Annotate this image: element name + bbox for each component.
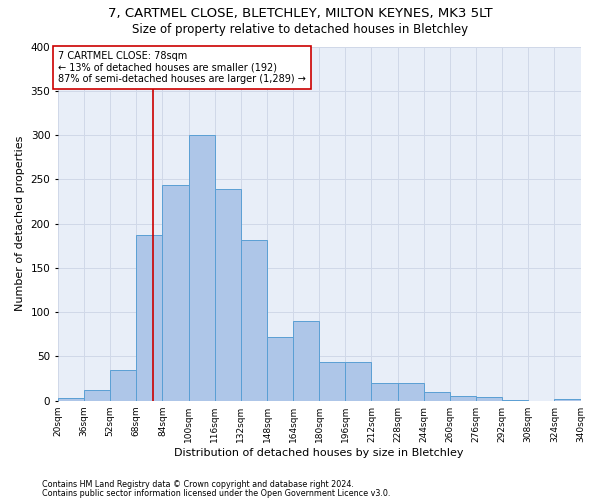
Bar [293, 321, 319, 400]
X-axis label: Distribution of detached houses by size in Bletchley: Distribution of detached houses by size … [175, 448, 464, 458]
Bar [319, 362, 346, 401]
Bar [188, 135, 215, 400]
Text: 7 CARTMEL CLOSE: 78sqm
← 13% of detached houses are smaller (192)
87% of semi-de: 7 CARTMEL CLOSE: 78sqm ← 13% of detached… [58, 51, 306, 84]
Bar [450, 396, 476, 400]
Bar [476, 397, 502, 400]
Y-axis label: Number of detached properties: Number of detached properties [15, 136, 25, 312]
Bar [136, 235, 163, 400]
Text: Contains public sector information licensed under the Open Government Licence v3: Contains public sector information licen… [42, 489, 391, 498]
Text: Size of property relative to detached houses in Bletchley: Size of property relative to detached ho… [132, 22, 468, 36]
Bar [267, 337, 293, 400]
Bar [163, 184, 188, 400]
Bar [58, 398, 84, 400]
Bar [110, 370, 136, 400]
Bar [424, 392, 450, 400]
Bar [398, 383, 424, 400]
Bar [371, 383, 398, 400]
Bar [215, 189, 241, 400]
Bar [554, 399, 581, 400]
Text: 7, CARTMEL CLOSE, BLETCHLEY, MILTON KEYNES, MK3 5LT: 7, CARTMEL CLOSE, BLETCHLEY, MILTON KEYN… [107, 8, 493, 20]
Bar [346, 362, 371, 401]
Bar [241, 240, 267, 400]
Text: Contains HM Land Registry data © Crown copyright and database right 2024.: Contains HM Land Registry data © Crown c… [42, 480, 354, 489]
Bar [84, 390, 110, 400]
